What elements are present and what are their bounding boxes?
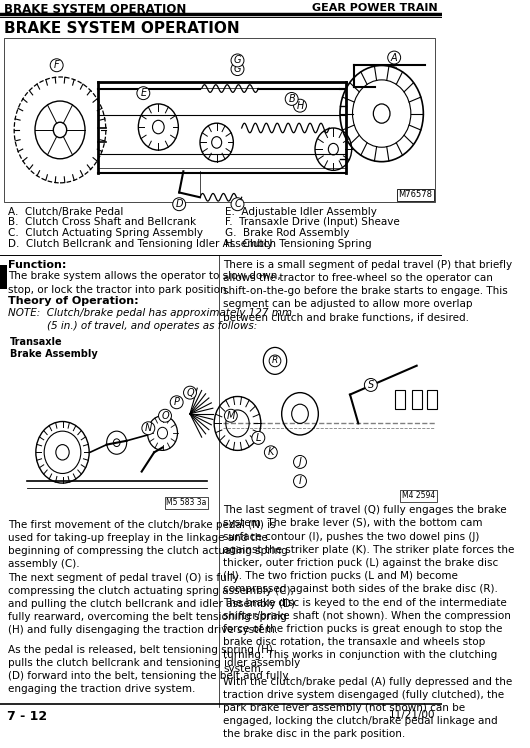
Text: With the clutch/brake pedal (A) fully depressed and the
traction drive system di: With the clutch/brake pedal (A) fully de… xyxy=(223,676,513,739)
Text: J: J xyxy=(298,457,302,467)
Text: I: I xyxy=(298,476,302,486)
Text: D.  Clutch Bellcrank and Tensioning Idler Assembly: D. Clutch Bellcrank and Tensioning Idler… xyxy=(8,239,273,248)
Text: BRAKE SYSTEM OPERATION: BRAKE SYSTEM OPERATION xyxy=(4,3,187,16)
Text: F.  Transaxle Drive (Input) Sheave: F. Transaxle Drive (Input) Sheave xyxy=(225,218,400,227)
Text: G: G xyxy=(234,64,241,74)
Text: H.  Clutch Tensioning Spring: H. Clutch Tensioning Spring xyxy=(225,239,372,248)
Text: G.  Brake Rod Assembly: G. Brake Rod Assembly xyxy=(225,228,349,238)
Text: 7 - 12: 7 - 12 xyxy=(7,711,47,723)
Text: E.  Adjustable Idler Assembly: E. Adjustable Idler Assembly xyxy=(225,207,377,217)
Text: A: A xyxy=(391,52,398,63)
Text: There is a small segment of pedal travel (P) that briefly
allows the tractor to : There is a small segment of pedal travel… xyxy=(223,260,513,322)
Text: B: B xyxy=(288,94,295,104)
Text: NOTE:  Clutch/brake pedal has approximately 127 mm
            (5 in.) of travel: NOTE: Clutch/brake pedal has approximate… xyxy=(8,308,293,331)
Text: N: N xyxy=(145,423,152,433)
Bar xyxy=(4,38,435,202)
Text: L: L xyxy=(255,433,261,443)
Text: As the pedal is released, belt tensioning spring (H)
pulls the clutch bellcrank : As the pedal is released, belt tensionin… xyxy=(8,645,301,694)
Text: M: M xyxy=(227,411,235,420)
Bar xyxy=(4,38,435,202)
Bar xyxy=(0,265,7,289)
Bar xyxy=(427,390,437,409)
Text: H: H xyxy=(296,101,304,111)
Text: G: G xyxy=(234,55,241,65)
Text: Theory of Operation:: Theory of Operation: xyxy=(8,296,139,307)
Text: M4 2594: M4 2594 xyxy=(402,491,435,500)
Text: GEAR POWER TRAIN: GEAR POWER TRAIN xyxy=(312,3,437,13)
Text: M76578: M76578 xyxy=(399,190,432,199)
Text: F: F xyxy=(54,61,59,70)
Text: C.  Clutch Actuating Spring Assembly: C. Clutch Actuating Spring Assembly xyxy=(8,228,204,238)
Text: K: K xyxy=(268,447,274,457)
Text: R: R xyxy=(272,356,278,365)
Text: The brake system allows the operator to slow down,
stop, or lock the tractor int: The brake system allows the operator to … xyxy=(8,272,281,295)
Bar xyxy=(412,390,422,409)
Text: S: S xyxy=(368,380,374,390)
Text: E: E xyxy=(140,88,146,98)
Bar xyxy=(395,390,405,409)
Text: The last segment of travel (Q) fully engages the brake
system. The brake lever (: The last segment of travel (Q) fully eng… xyxy=(223,505,515,674)
Text: C: C xyxy=(234,199,241,209)
Text: B.  Clutch Cross Shaft and Bellcrank: B. Clutch Cross Shaft and Bellcrank xyxy=(8,218,197,227)
Text: P: P xyxy=(174,397,180,407)
Text: A.  Clutch/Brake Pedal: A. Clutch/Brake Pedal xyxy=(8,207,123,217)
Text: O: O xyxy=(161,411,169,420)
Text: 11/21/00: 11/21/00 xyxy=(388,711,435,720)
Text: The first movement of the clutch/brake pedal (N) is
used for taking-up freeplay : The first movement of the clutch/brake p… xyxy=(8,520,288,569)
Text: Q: Q xyxy=(186,387,194,398)
Text: Function:: Function: xyxy=(8,260,67,270)
Text: Transaxle
Brake Assembly: Transaxle Brake Assembly xyxy=(10,337,98,359)
Text: M5 583 3a: M5 583 3a xyxy=(166,498,207,507)
Text: The next segment of pedal travel (O) is fully
compressing the clutch actuating s: The next segment of pedal travel (O) is … xyxy=(8,573,295,635)
Text: D: D xyxy=(175,199,183,209)
Text: BRAKE SYSTEM OPERATION: BRAKE SYSTEM OPERATION xyxy=(4,21,240,36)
